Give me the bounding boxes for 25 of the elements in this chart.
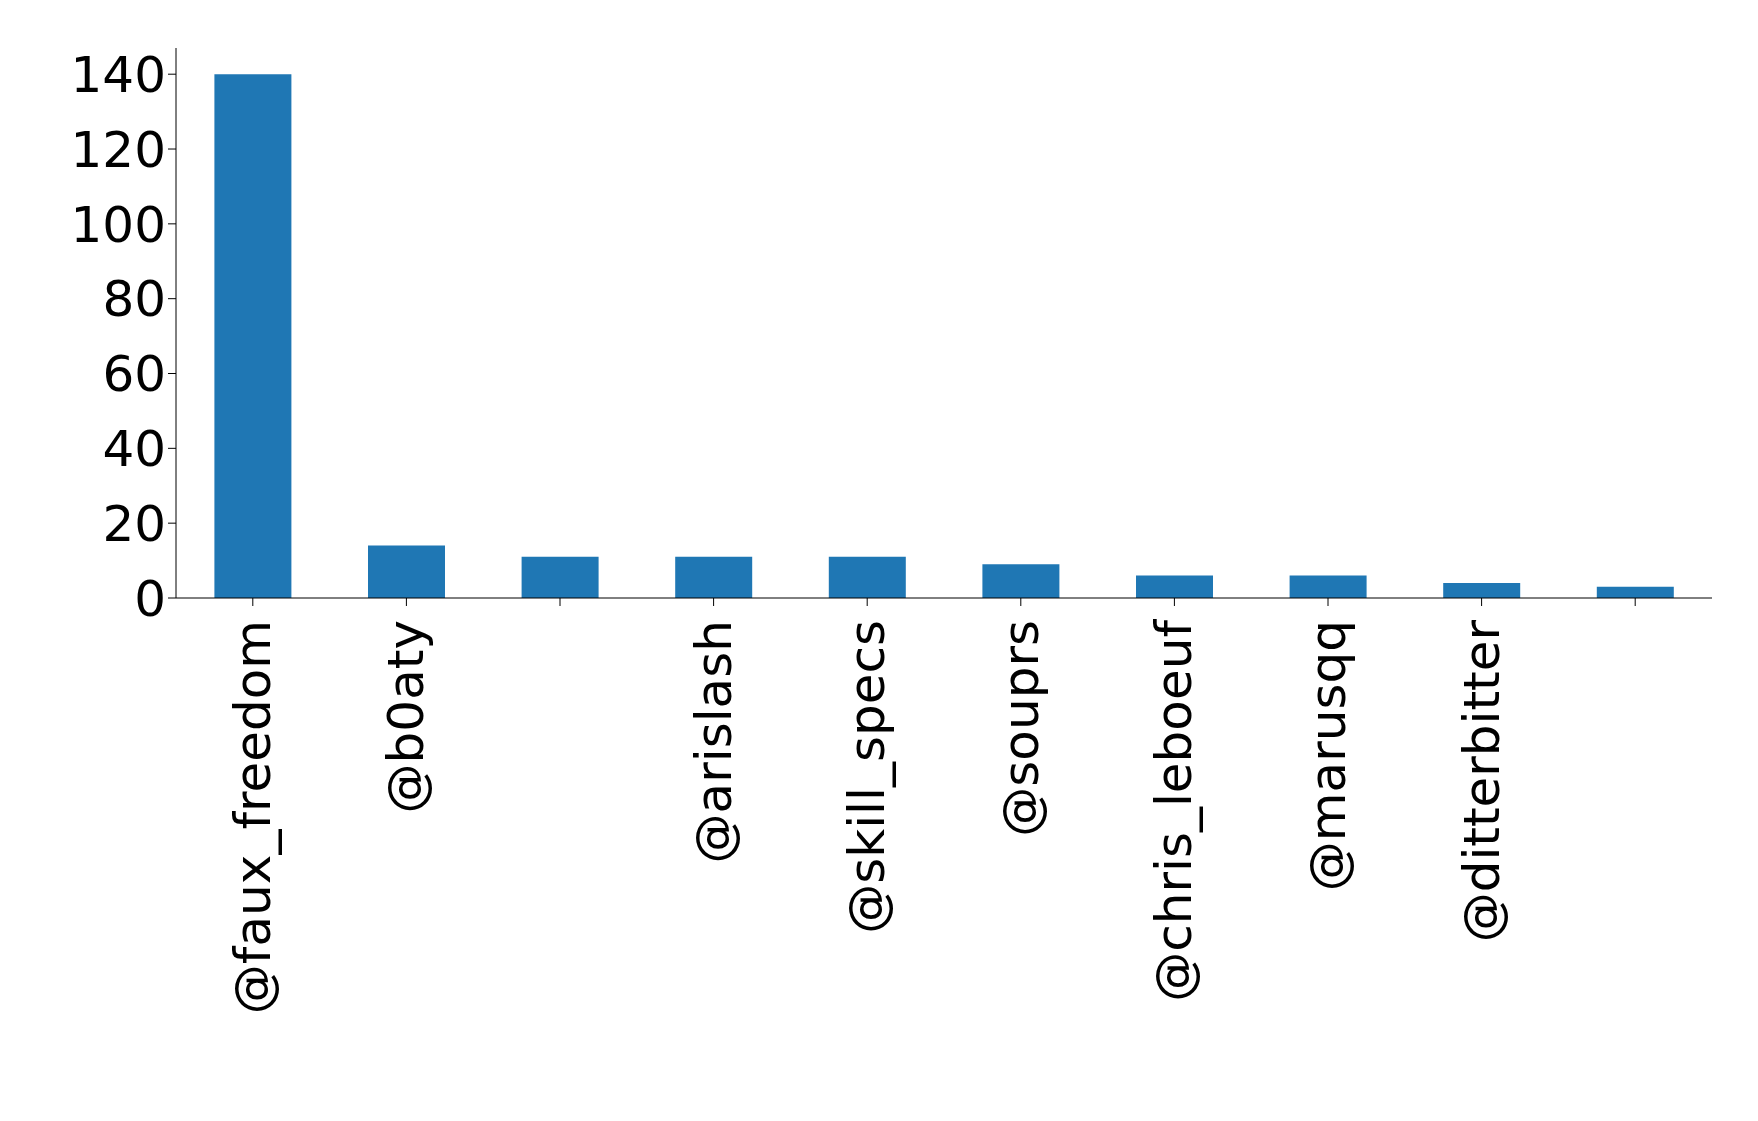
bar xyxy=(675,556,753,598)
x-tick-label: @ditterbitter xyxy=(1452,619,1511,943)
y-tick-label: 100 xyxy=(70,195,166,254)
x-tick-label: @chris_leboeuf xyxy=(1145,618,1204,1002)
y-tick-label: 40 xyxy=(102,420,166,479)
bar xyxy=(521,556,599,598)
x-tick-label: @arislash xyxy=(684,620,743,864)
y-tick-label: 140 xyxy=(70,45,166,104)
y-tick-label: 60 xyxy=(102,345,166,404)
x-tick-label: @b0aty xyxy=(377,620,436,814)
y-tick-label: 80 xyxy=(102,270,166,329)
x-tick-label: @skill_specs xyxy=(838,620,897,934)
x-tick-label: @faux_freedom xyxy=(223,620,282,1015)
bar xyxy=(828,556,906,598)
y-tick-label: 120 xyxy=(70,120,166,179)
x-tick-label: @marusqq xyxy=(1299,620,1357,892)
bar xyxy=(368,545,445,598)
y-tick-label: 0 xyxy=(134,569,166,628)
x-tick-label: @souprs xyxy=(991,620,1050,837)
bar xyxy=(982,564,1060,598)
bar xyxy=(1443,583,1521,598)
y-tick-label: 20 xyxy=(102,494,166,553)
bar xyxy=(1136,575,1213,598)
bar xyxy=(214,74,292,598)
bar xyxy=(1289,575,1367,598)
